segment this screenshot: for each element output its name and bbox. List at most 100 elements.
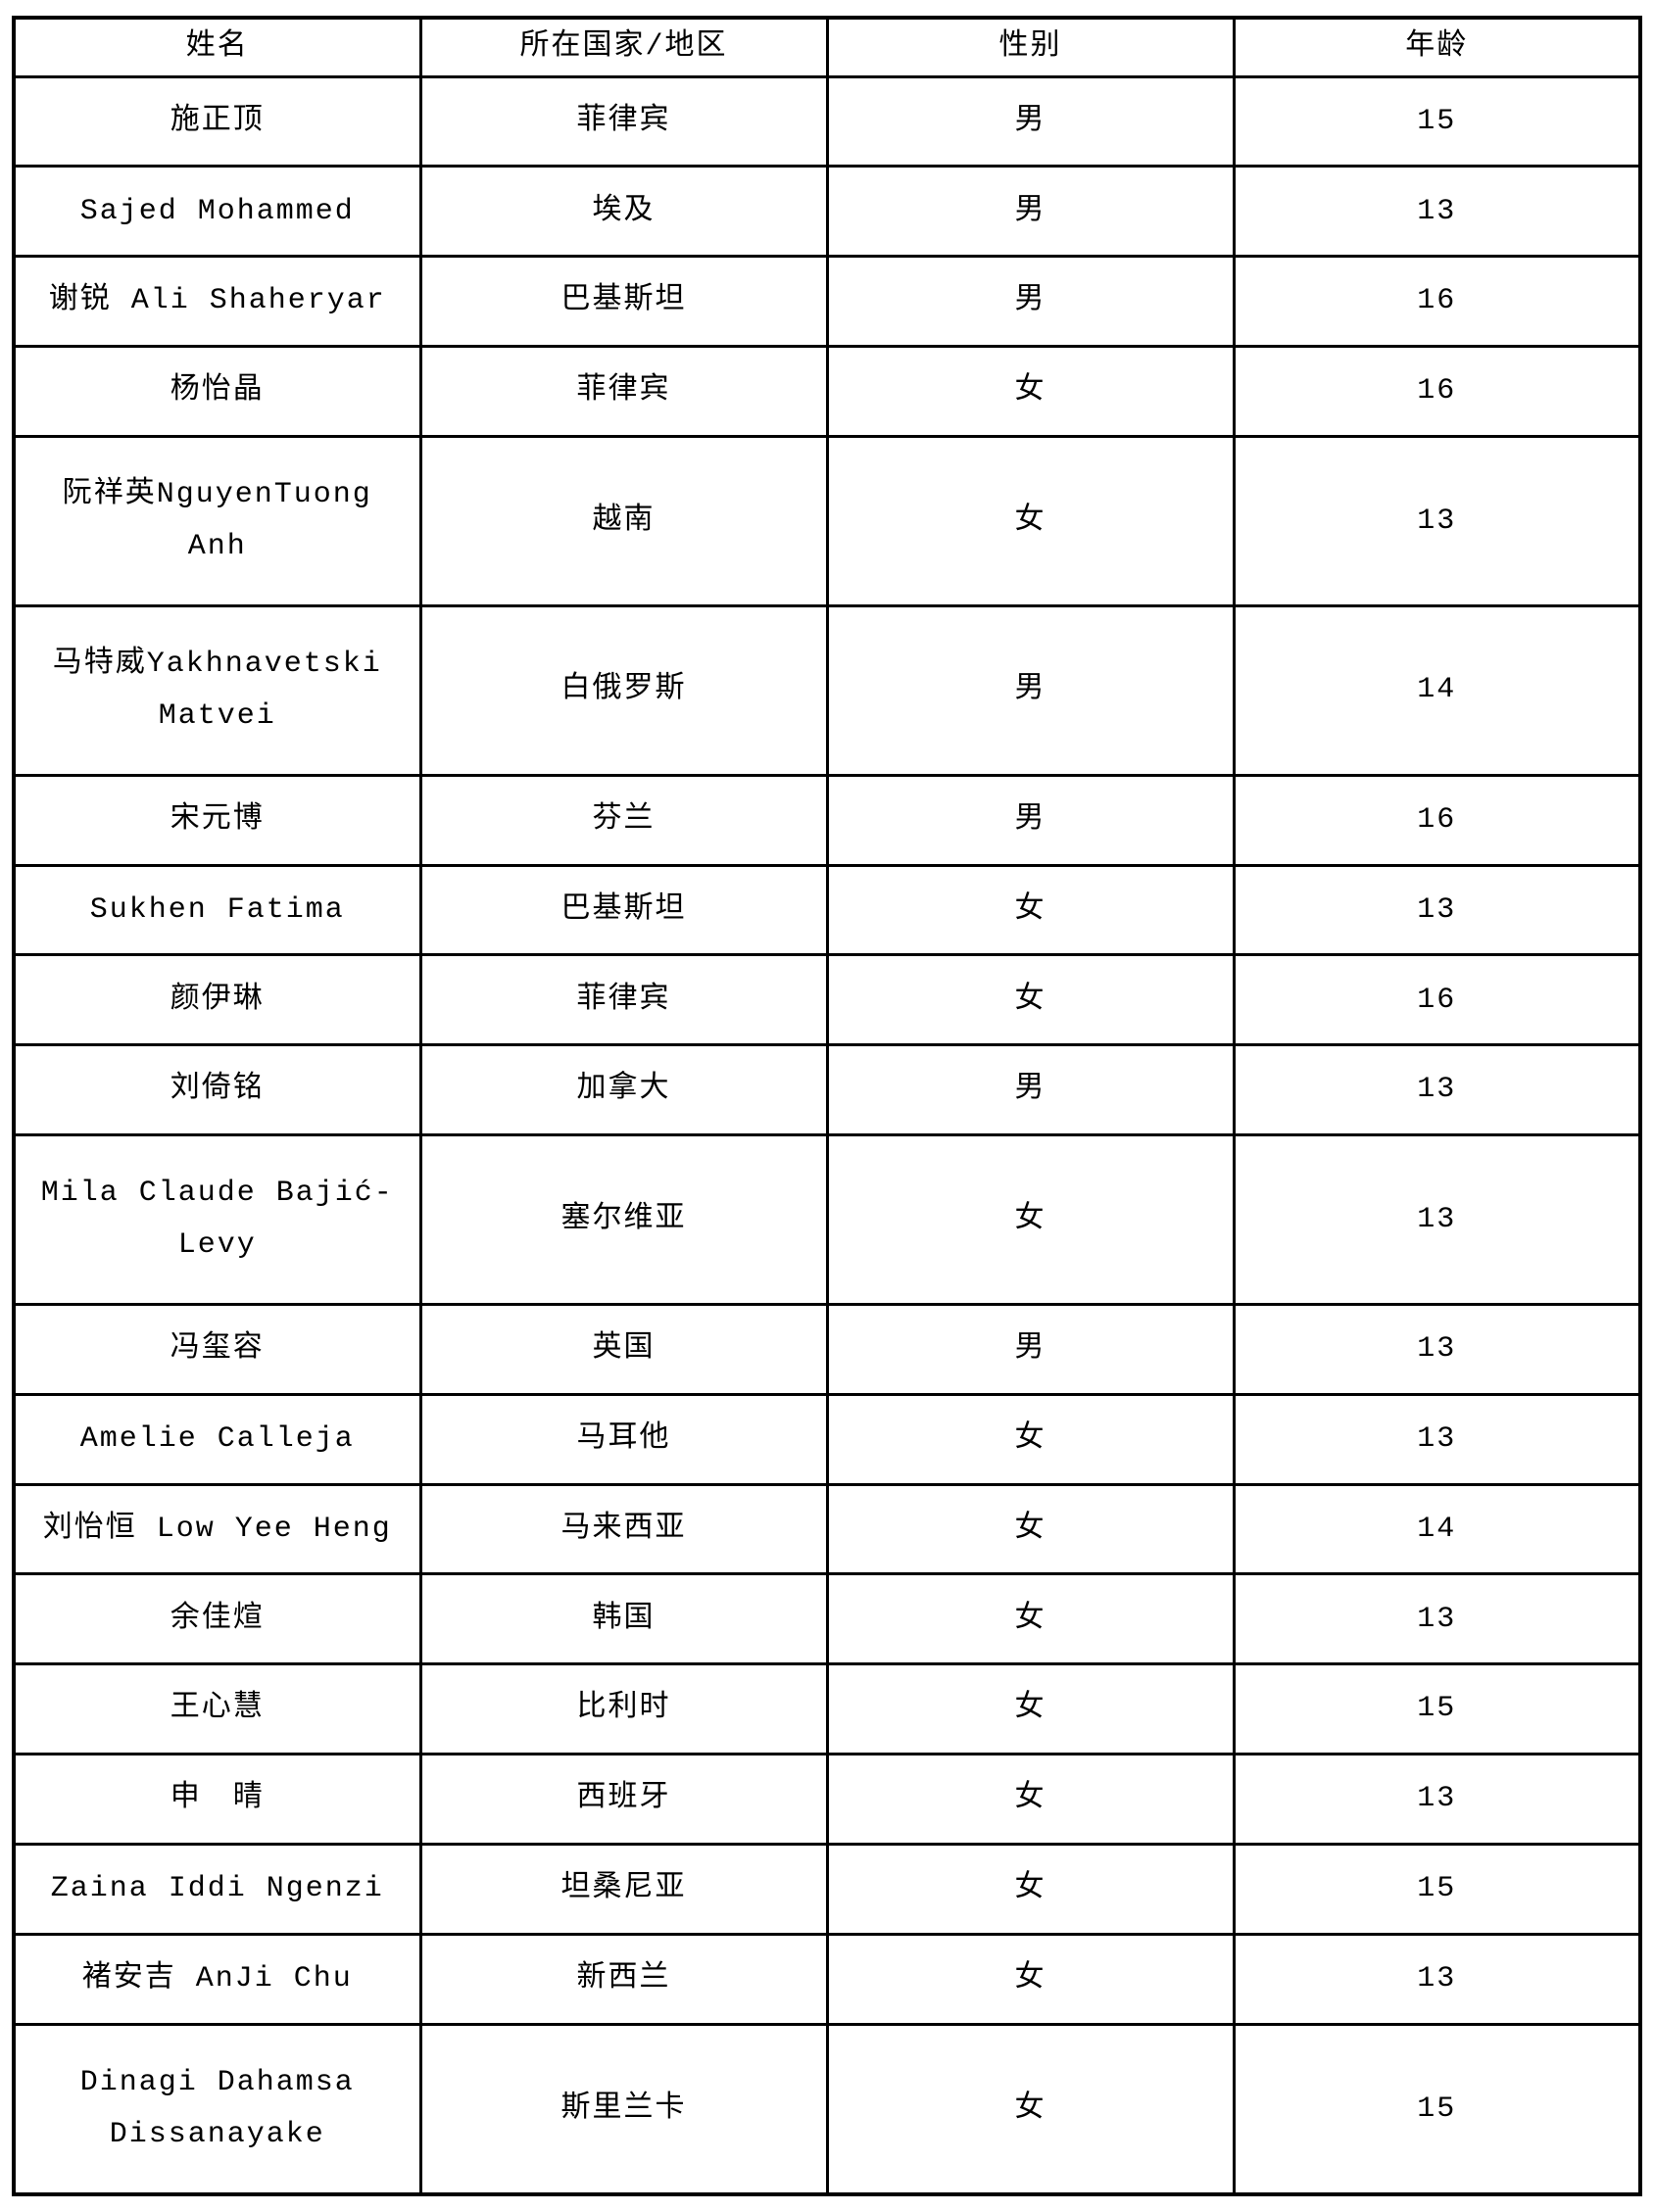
cell-name: 刘倚铭 — [12, 1043, 422, 1137]
cell-country: 新西兰 — [418, 1932, 829, 2026]
cell-name: Dinagi Dahamsa Dissanayake — [12, 2022, 422, 2196]
column-header-country: 所在国家/地区 — [418, 16, 829, 78]
cell-gender: 女 — [825, 1392, 1236, 1486]
column-header-name: 姓名 — [12, 16, 422, 78]
cell-country: 斯里兰卡 — [418, 2022, 829, 2196]
cell-name: Zaina Iddi Ngenzi — [12, 1842, 422, 1936]
cell-age: 13 — [1232, 1753, 1642, 1846]
cell-age: 13 — [1232, 1302, 1642, 1396]
cell-name: 颜伊琳 — [12, 953, 422, 1047]
table-body: 施正顶 菲律宾 男 15 Sajed Mohammed 埃及 男 13 谢锐 A… — [12, 74, 1642, 2196]
table-row: 申 晴 西班牙 女 13 — [12, 1753, 1642, 1846]
cell-country: 塞尔维亚 — [418, 1133, 829, 1306]
cell-gender: 女 — [825, 1482, 1236, 1576]
cell-age: 13 — [1232, 1572, 1642, 1666]
cell-name: Amelie Calleja — [12, 1392, 422, 1486]
cell-age: 15 — [1232, 2022, 1642, 2196]
cell-name: 施正顶 — [12, 74, 422, 168]
cell-country: 英国 — [418, 1302, 829, 1396]
cell-gender: 女 — [825, 1662, 1236, 1756]
cell-age: 16 — [1232, 345, 1642, 438]
table-row: 余佳煊 韩国 女 13 — [12, 1572, 1642, 1666]
cell-country: 韩国 — [418, 1572, 829, 1666]
cell-gender: 男 — [825, 773, 1236, 867]
column-header-age: 年龄 — [1232, 16, 1642, 78]
cell-gender: 女 — [825, 1133, 1236, 1306]
cell-country: 埃及 — [418, 165, 829, 259]
cell-age: 14 — [1232, 1482, 1642, 1576]
table-header: 姓名 所在国家/地区 性别 年龄 — [12, 16, 1642, 78]
cell-age: 13 — [1232, 1043, 1642, 1137]
cell-name: 谢锐 Ali Shaheryar — [12, 255, 422, 349]
cell-age: 14 — [1232, 603, 1642, 777]
table-row: 宋元博 芬兰 男 16 — [12, 773, 1642, 867]
cell-gender: 男 — [825, 74, 1236, 168]
table-row: Zaina Iddi Ngenzi 坦桑尼亚 女 15 — [12, 1842, 1642, 1936]
cell-name: 申 晴 — [12, 1753, 422, 1846]
cell-country: 马耳他 — [418, 1392, 829, 1486]
cell-name: 阮祥英NguyenTuong Anh — [12, 434, 422, 607]
table-row: 阮祥英NguyenTuong Anh 越南 女 13 — [12, 434, 1642, 607]
cell-country: 比利时 — [418, 1662, 829, 1756]
cell-age: 13 — [1232, 863, 1642, 957]
table-row: 谢锐 Ali Shaheryar 巴基斯坦 男 16 — [12, 255, 1642, 349]
cell-age: 15 — [1232, 1842, 1642, 1936]
table-row: Sukhen Fatima 巴基斯坦 女 13 — [12, 863, 1642, 957]
table-row: 马特威Yakhnavetski Matvei 白俄罗斯 男 14 — [12, 603, 1642, 777]
table-row: 施正顶 菲律宾 男 15 — [12, 74, 1642, 168]
cell-gender: 男 — [825, 255, 1236, 349]
table-row: 颜伊琳 菲律宾 女 16 — [12, 953, 1642, 1047]
table-row: 杨怡晶 菲律宾 女 16 — [12, 345, 1642, 438]
cell-age: 15 — [1232, 1662, 1642, 1756]
table-row: Dinagi Dahamsa Dissanayake 斯里兰卡 女 15 — [12, 2022, 1642, 2196]
cell-age: 16 — [1232, 953, 1642, 1047]
cell-gender: 男 — [825, 603, 1236, 777]
cell-gender: 女 — [825, 1932, 1236, 2026]
cell-name: 褚安吉 AnJi Chu — [12, 1932, 422, 2026]
cell-country: 巴基斯坦 — [418, 255, 829, 349]
cell-gender: 男 — [825, 1302, 1236, 1396]
cell-name: 王心慧 — [12, 1662, 422, 1756]
table-row: 刘倚铭 加拿大 男 13 — [12, 1043, 1642, 1137]
cell-country: 越南 — [418, 434, 829, 607]
header-row: 姓名 所在国家/地区 性别 年龄 — [12, 16, 1642, 78]
cell-country: 菲律宾 — [418, 74, 829, 168]
cell-name: Sukhen Fatima — [12, 863, 422, 957]
cell-country: 马来西亚 — [418, 1482, 829, 1576]
cell-age: 13 — [1232, 1932, 1642, 2026]
cell-country: 坦桑尼亚 — [418, 1842, 829, 1936]
cell-name: Sajed Mohammed — [12, 165, 422, 259]
cell-country: 白俄罗斯 — [418, 603, 829, 777]
table-row: 冯玺容 英国 男 13 — [12, 1302, 1642, 1396]
cell-gender: 女 — [825, 863, 1236, 957]
cell-age: 13 — [1232, 434, 1642, 607]
cell-age: 13 — [1232, 1133, 1642, 1306]
cell-name: 冯玺容 — [12, 1302, 422, 1396]
table-row: 刘怡恒 Low Yee Heng 马来西亚 女 14 — [12, 1482, 1642, 1576]
cell-gender: 男 — [825, 165, 1236, 259]
cell-name: 杨怡晶 — [12, 345, 422, 438]
cell-name: 余佳煊 — [12, 1572, 422, 1666]
cell-gender: 女 — [825, 345, 1236, 438]
table-row: Mila Claude Bajić-Levy 塞尔维亚 女 13 — [12, 1133, 1642, 1306]
cell-gender: 女 — [825, 434, 1236, 607]
cell-gender: 男 — [825, 1043, 1236, 1137]
column-header-gender: 性别 — [825, 16, 1236, 78]
cell-country: 加拿大 — [418, 1043, 829, 1137]
cell-age: 13 — [1232, 1392, 1642, 1486]
cell-name: 马特威Yakhnavetski Matvei — [12, 603, 422, 777]
cell-gender: 女 — [825, 1753, 1236, 1846]
cell-age: 13 — [1232, 165, 1642, 259]
cell-country: 芬兰 — [418, 773, 829, 867]
cell-age: 16 — [1232, 255, 1642, 349]
cell-name: 刘怡恒 Low Yee Heng — [12, 1482, 422, 1576]
cell-country: 巴基斯坦 — [418, 863, 829, 957]
cell-gender: 女 — [825, 1842, 1236, 1936]
cell-name: Mila Claude Bajić-Levy — [12, 1133, 422, 1306]
table-row: Amelie Calleja 马耳他 女 13 — [12, 1392, 1642, 1486]
cell-gender: 女 — [825, 1572, 1236, 1666]
cell-age: 16 — [1232, 773, 1642, 867]
cell-gender: 女 — [825, 953, 1236, 1047]
cell-country: 菲律宾 — [418, 345, 829, 438]
